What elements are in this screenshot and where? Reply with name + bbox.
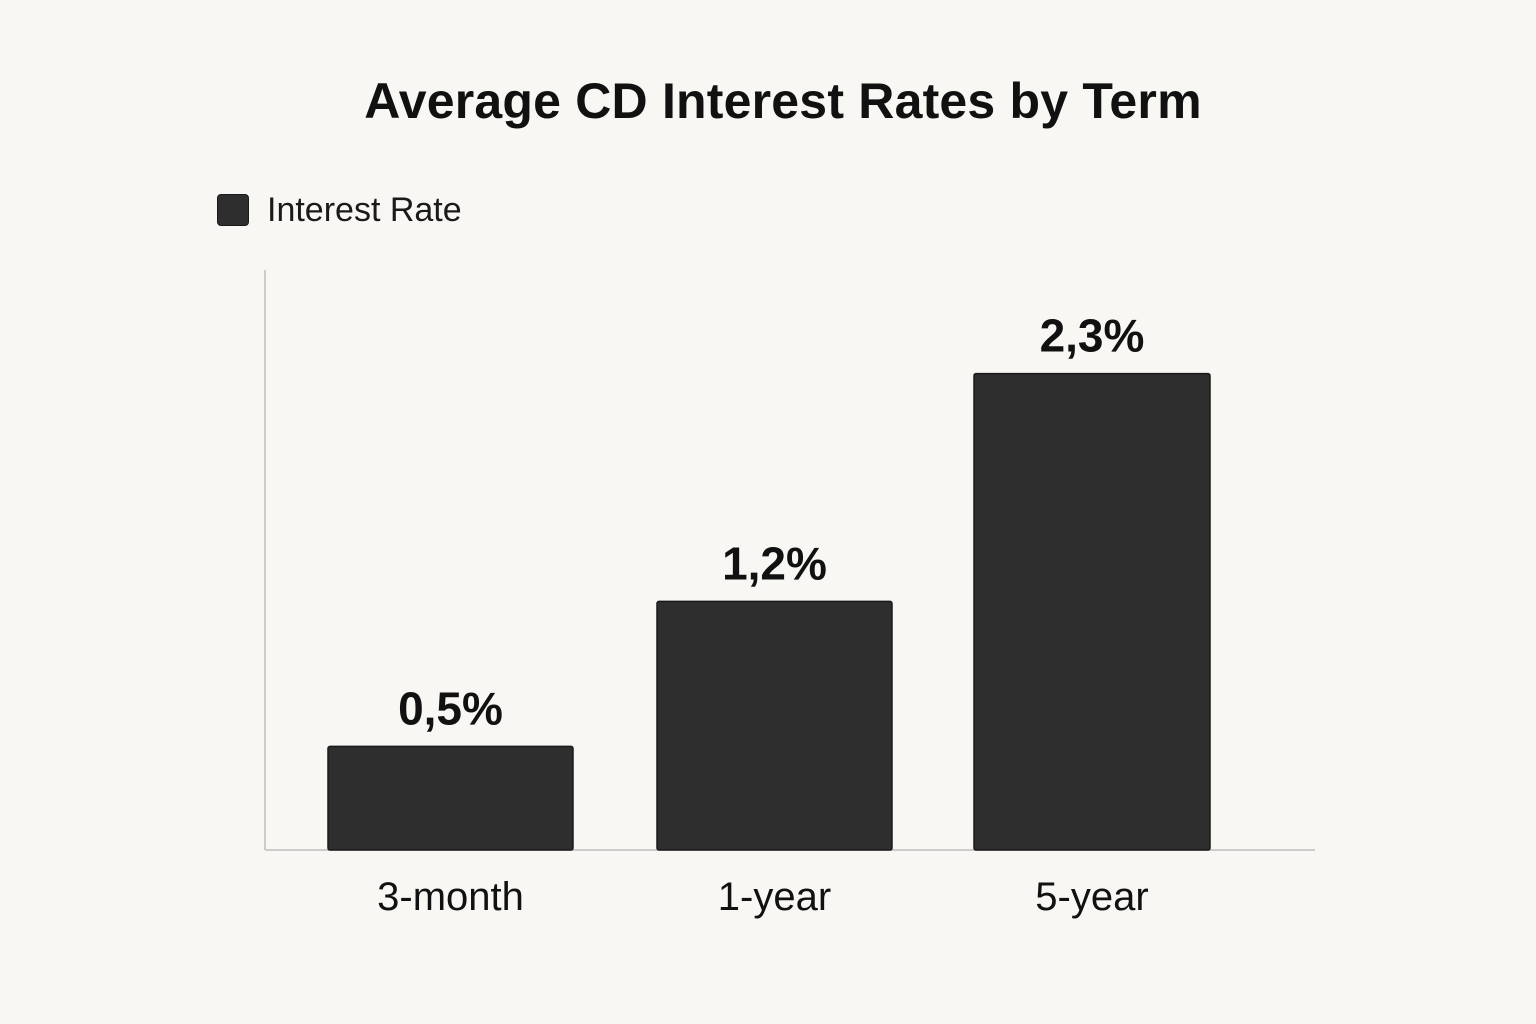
legend-label: Interest Rate: [267, 190, 462, 229]
bar-3-month: [327, 745, 574, 851]
x-tick-labels: 3-month 1-year 5-year: [377, 875, 1149, 919]
legend-swatch: [217, 194, 249, 226]
bars: [327, 372, 1211, 851]
bar-value-label: 2,3%: [1040, 310, 1145, 362]
legend: Interest Rate: [217, 190, 462, 230]
bar-1-year: [656, 600, 893, 851]
x-tick-label: 5-year: [1035, 875, 1148, 919]
bar-value-label: 0,5%: [398, 682, 503, 734]
bar-value-label: 1,2%: [722, 537, 827, 589]
x-tick-label: 1-year: [718, 875, 831, 919]
chart-title: Average CD Interest Rates by Term: [364, 73, 1202, 129]
bar-5-year: [973, 372, 1211, 851]
value-labels: 0,5% 1,2% 2,3%: [398, 310, 1144, 735]
x-tick-label: 3-month: [377, 875, 524, 919]
